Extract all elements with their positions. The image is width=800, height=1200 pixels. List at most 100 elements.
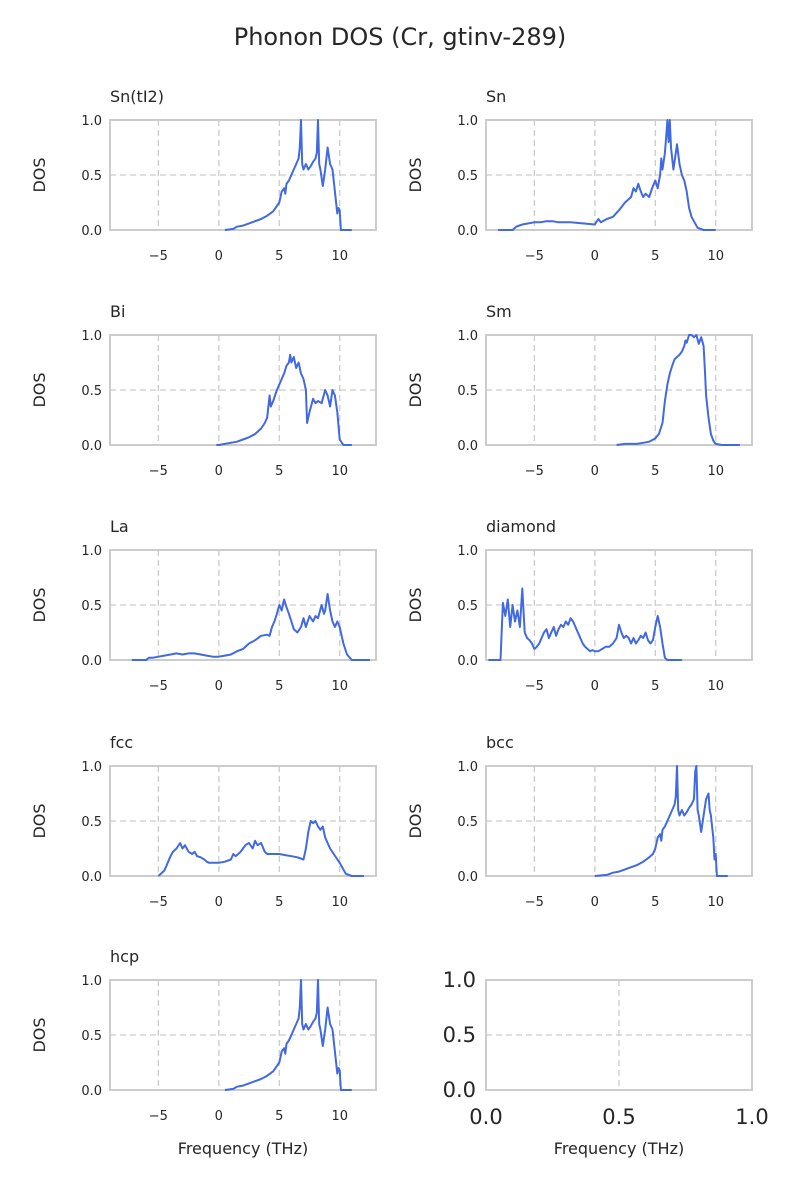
y-tick-label: 0.0 <box>457 870 478 885</box>
x-axis-label: Frequency (THz) <box>554 1139 684 1158</box>
y-tick-label: 0.0 <box>457 439 478 454</box>
y-tick-label: 0.5 <box>457 169 478 184</box>
dos-series-line <box>224 979 352 1091</box>
panel-title: Bi <box>110 302 125 321</box>
x-tick-label: 0.5 <box>602 1105 635 1129</box>
y-tick-label: 1.0 <box>81 760 102 775</box>
panel-hcp: −5 0 5 10 0.0 0.5 1.0 hcp DOS Frequency (THz) <box>30 947 377 1158</box>
panel-diamond: −5 0 5 10 0.0 0.5 1.0 diamond DOS <box>406 517 753 694</box>
panel-empty: 0.0 0.5 1.0 0.0 0.5 1.0 Frequency (THz) <box>443 968 769 1158</box>
y-tick-label: 0.0 <box>81 870 102 885</box>
dos-series-line <box>157 820 364 877</box>
x-tick-label: 10 <box>331 249 348 264</box>
axes-frame <box>485 765 753 877</box>
x-tick-label: 0 <box>215 895 223 910</box>
x-tick-label: −5 <box>149 464 168 479</box>
y-axis-label: DOS <box>406 157 425 192</box>
x-tick-label: 0 <box>591 249 599 264</box>
dos-series-line <box>131 593 370 661</box>
y-axis-label: DOS <box>30 587 49 622</box>
panel-title: Sn <box>486 87 506 106</box>
figure-title: Phonon DOS (Cr, gtinv-289) <box>234 23 567 51</box>
x-tick-label: 5 <box>275 679 283 694</box>
y-tick-label: 0.0 <box>457 654 478 669</box>
y-axis-label: DOS <box>406 372 425 407</box>
panel-title: diamond <box>486 517 556 536</box>
x-tick-label: 10 <box>707 679 724 694</box>
y-tick-label: 1.0 <box>457 760 478 775</box>
y-tick-label: 0.0 <box>81 1084 102 1099</box>
panel-bi: −5 0 5 10 0.0 0.5 1.0 Bi DOS <box>30 302 377 479</box>
axes-frame <box>109 979 377 1091</box>
panels-container: −5 0 5 10 0.0 0.5 1.0 Sn(tI2) DOS −5 0 5 10 0.0 0.5 1.0… <box>30 87 769 1158</box>
x-tick-label: −5 <box>525 895 544 910</box>
x-tick-label: 5 <box>651 464 659 479</box>
y-axis-label: DOS <box>406 803 425 838</box>
x-tick-label: −5 <box>149 895 168 910</box>
x-tick-label: 10 <box>331 895 348 910</box>
axes-frame <box>485 979 753 1091</box>
y-axis-label: DOS <box>30 372 49 407</box>
panel-fcc: −5 0 5 10 0.0 0.5 1.0 fcc DOS <box>30 733 377 910</box>
panel-sn-ti2-: −5 0 5 10 0.0 0.5 1.0 Sn(tI2) DOS <box>30 87 377 264</box>
x-tick-label: 5 <box>275 1109 283 1124</box>
x-axis-label: Frequency (THz) <box>178 1139 308 1158</box>
axes-frame <box>109 765 377 877</box>
x-tick-label: 5 <box>275 249 283 264</box>
y-tick-label: 0.0 <box>81 439 102 454</box>
y-tick-label: 1.0 <box>81 544 102 559</box>
panel-title: Sn(tI2) <box>110 87 164 106</box>
x-tick-label: 0 <box>215 464 223 479</box>
x-tick-label: −5 <box>149 249 168 264</box>
x-tick-label: 1.0 <box>735 1105 768 1129</box>
y-tick-label: 0.5 <box>81 1029 102 1044</box>
x-tick-label: 5 <box>651 679 659 694</box>
x-tick-label: 0 <box>591 464 599 479</box>
y-axis-label: DOS <box>30 157 49 192</box>
x-tick-label: 5 <box>275 895 283 910</box>
y-tick-label: 0.5 <box>457 815 478 830</box>
x-tick-label: −5 <box>149 1109 168 1124</box>
y-tick-label: 0.0 <box>81 654 102 669</box>
y-tick-label: 0.5 <box>81 599 102 614</box>
y-tick-label: 1.0 <box>443 968 476 992</box>
y-axis-label: DOS <box>30 1017 49 1052</box>
y-tick-label: 0.5 <box>457 599 478 614</box>
y-tick-label: 1.0 <box>81 974 102 989</box>
y-tick-label: 0.5 <box>457 384 478 399</box>
y-axis-label: DOS <box>30 803 49 838</box>
x-tick-label: 10 <box>331 464 348 479</box>
x-tick-label: 0.0 <box>469 1105 502 1129</box>
x-tick-label: 5 <box>275 464 283 479</box>
x-tick-label: −5 <box>525 679 544 694</box>
x-tick-label: −5 <box>525 464 544 479</box>
y-tick-label: 0.0 <box>457 224 478 239</box>
panel-bcc: −5 0 5 10 0.0 0.5 1.0 bcc DOS <box>406 733 753 910</box>
panel-sm: −5 0 5 10 0.0 0.5 1.0 Sm DOS <box>406 302 753 479</box>
x-tick-label: 0 <box>215 679 223 694</box>
dos-series-line <box>224 119 352 231</box>
y-tick-label: 0.5 <box>443 1023 476 1047</box>
axes-frame <box>485 549 753 661</box>
dos-series-line <box>498 119 716 231</box>
x-tick-label: 10 <box>707 249 724 264</box>
x-tick-label: 10 <box>707 895 724 910</box>
x-tick-label: 0 <box>215 1109 223 1124</box>
axes-frame <box>109 119 377 231</box>
y-axis-label: DOS <box>406 587 425 622</box>
x-tick-label: 0 <box>591 679 599 694</box>
panel-title: fcc <box>110 733 133 752</box>
panel-title: Sm <box>486 302 512 321</box>
x-tick-label: −5 <box>149 679 168 694</box>
y-tick-label: 0.5 <box>81 815 102 830</box>
panel-title: bcc <box>486 733 514 752</box>
y-tick-label: 1.0 <box>81 329 102 344</box>
y-tick-label: 0.5 <box>81 169 102 184</box>
y-tick-label: 1.0 <box>457 544 478 559</box>
x-tick-label: 10 <box>331 1109 348 1124</box>
panel-title: hcp <box>110 947 139 966</box>
x-tick-label: −5 <box>525 249 544 264</box>
x-tick-label: 10 <box>707 464 724 479</box>
y-tick-label: 1.0 <box>81 114 102 129</box>
